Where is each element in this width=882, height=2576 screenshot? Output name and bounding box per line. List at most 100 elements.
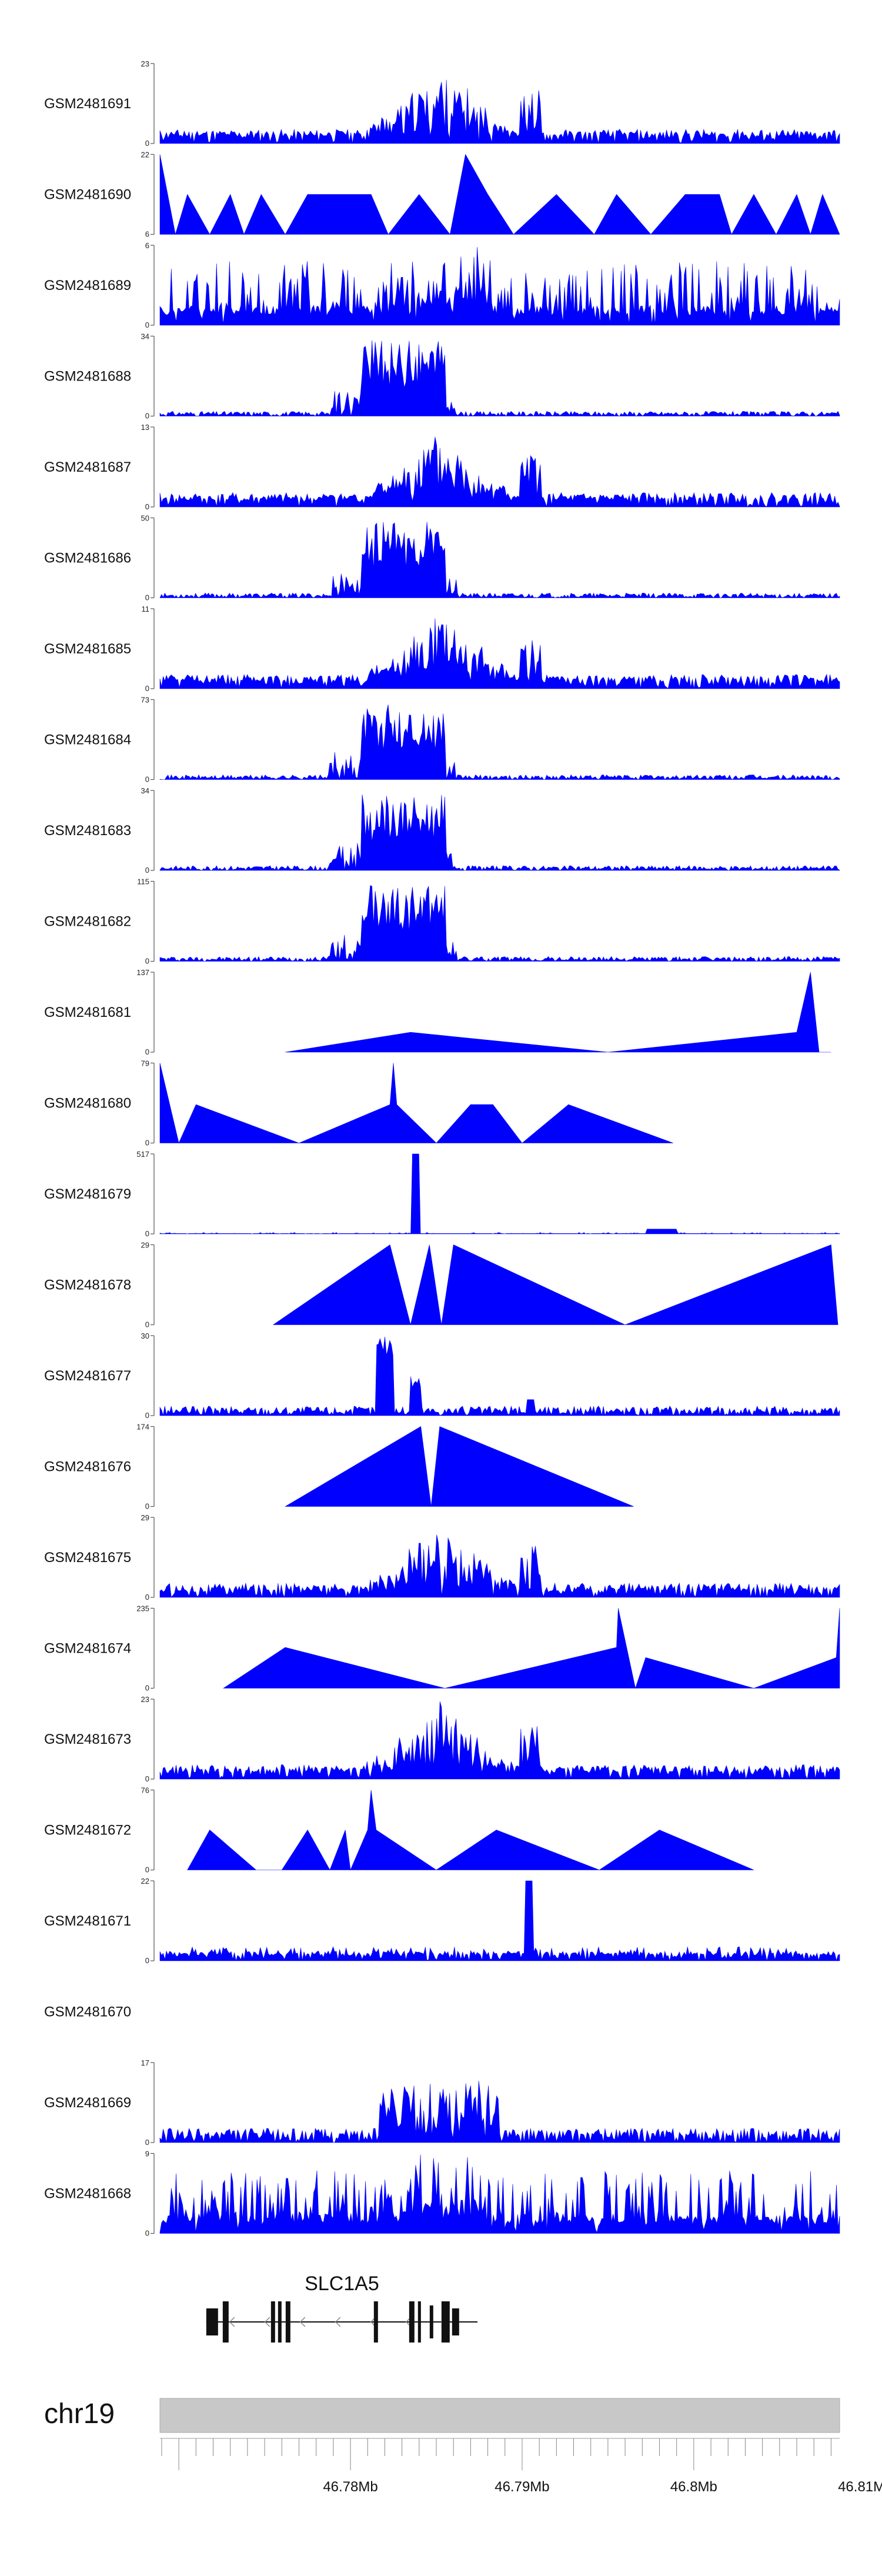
y-max-label: 174	[136, 1423, 149, 1432]
gene-exon	[270, 2301, 275, 2343]
y-min-label: 0	[145, 1684, 149, 1693]
track-GSM2481679: GSM2481679 517 0	[44, 1150, 840, 1238]
track-label: GSM2481671	[44, 1913, 131, 1929]
chromosome-label: chr19	[44, 2398, 115, 2430]
y-max-label: 30	[141, 1332, 149, 1340]
y-max-label: 50	[141, 514, 149, 523]
y-max-label: 235	[136, 1604, 149, 1613]
track-label: GSM2481686	[44, 550, 131, 566]
track-label: GSM2481677	[44, 1368, 131, 1384]
gene-model-track: SLC1A5	[206, 2273, 478, 2343]
track-label: GSM2481673	[44, 1731, 131, 1747]
signal-area	[159, 1701, 840, 1780]
y-min-label: 0	[145, 1411, 149, 1420]
y-min-label: 0	[145, 1047, 149, 1056]
track-GSM2481683: GSM2481683 34 0	[44, 786, 840, 875]
track-GSM2481677: GSM2481677 30 0	[44, 1332, 840, 1420]
gene-exon	[417, 2301, 421, 2343]
strand-arrow	[335, 2317, 341, 2327]
y-max-label: 9	[145, 2150, 149, 2158]
signal-area	[159, 247, 840, 326]
y-max-label: 17	[141, 2058, 149, 2067]
track-label: GSM2481691	[44, 96, 131, 112]
signal-area	[159, 705, 840, 780]
signal-area	[159, 1063, 673, 1144]
y-min-label: 0	[145, 1139, 149, 1147]
x-tick-label: 46.78Mb	[323, 2479, 377, 2495]
y-min-label: 0	[145, 684, 149, 693]
track-GSM2481684: GSM2481684 73 0	[44, 696, 840, 784]
signal-area	[159, 1534, 840, 1598]
track-GSM2481669: GSM2481669 17 0	[44, 2058, 840, 2147]
track-label: GSM2481676	[44, 1459, 131, 1475]
x-tick-label: 46.81Mb	[838, 2479, 882, 2495]
y-max-label: 79	[141, 1059, 149, 1068]
track-GSM2481676: GSM2481676 174 0	[44, 1423, 634, 1511]
strand-arrow	[229, 2317, 235, 2327]
y-min-label: 0	[145, 2229, 149, 2238]
track-GSM2481672: GSM2481672 76 0	[44, 1786, 754, 1874]
track-label: GSM2481678	[44, 1277, 131, 1293]
gene-exon	[452, 2308, 459, 2335]
gene-exon	[206, 2308, 218, 2335]
track-GSM2481691: GSM2481691 23 0	[44, 59, 840, 148]
signal-area	[187, 1790, 754, 1871]
y-max-label: 34	[141, 786, 149, 795]
y-min-label: 0	[145, 1502, 149, 1511]
y-min-label: 0	[145, 866, 149, 875]
track-label: GSM2481687	[44, 459, 131, 475]
y-min-label: 0	[145, 1774, 149, 1783]
y-max-label: 23	[141, 59, 149, 68]
track-label: GSM2481672	[44, 1823, 131, 1838]
signal-tracks: GSM2481691230GSM2481690226GSM248168960GS…	[44, 59, 840, 2238]
track-label: GSM2481670	[44, 2004, 131, 2020]
y-min-label: 0	[145, 321, 149, 329]
track-label: GSM2481685	[44, 641, 131, 657]
signal-area	[159, 794, 840, 871]
y-max-label: 34	[141, 332, 149, 341]
signal-area	[159, 885, 840, 962]
signal-area	[159, 436, 840, 508]
gene-exon	[429, 2305, 433, 2338]
y-min-label: 0	[145, 957, 149, 966]
y-max-label: 76	[141, 1786, 149, 1795]
signal-area	[272, 1244, 838, 1325]
y-max-label: 6	[145, 241, 149, 250]
signal-area	[159, 340, 840, 417]
y-max-label: 11	[142, 605, 150, 613]
signal-area	[159, 2081, 840, 2143]
track-label: GSM2481683	[44, 823, 131, 839]
signal-area	[159, 2154, 840, 2234]
y-min-label: 0	[145, 1956, 149, 1965]
signal-area	[285, 1426, 634, 1507]
signal-area	[159, 1153, 840, 1234]
track-label: GSM2481674	[44, 1641, 131, 1657]
y-min-label: 0	[145, 1593, 149, 1601]
y-min-label: 0	[145, 1320, 149, 1329]
gene-exon	[222, 2301, 229, 2343]
track-label: GSM2481690	[44, 187, 131, 203]
track-label: GSM2481679	[44, 1186, 131, 1202]
strand-arrow	[264, 2317, 270, 2327]
track-label: GSM2481688	[44, 369, 131, 385]
track-GSM2481686: GSM2481686 50 0	[44, 514, 840, 602]
track-label: GSM2481669	[44, 2095, 131, 2111]
x-tick-label: 46.79Mb	[495, 2479, 549, 2495]
track-label: GSM2481681	[44, 1005, 131, 1020]
track-GSM2481689: GSM2481689 6 0	[44, 241, 840, 329]
track-GSM2481678: GSM2481678 29 0	[44, 1241, 838, 1329]
track-GSM2481688: GSM2481688 34 0	[44, 332, 840, 421]
y-min-label: 0	[145, 502, 149, 511]
track-GSM2481687: GSM2481687 13 0	[44, 423, 840, 511]
y-min-label: 0	[145, 412, 149, 421]
track-GSM2481685: GSM2481685 11 0	[44, 605, 840, 693]
signal-area	[159, 522, 840, 599]
y-max-label: 115	[137, 877, 149, 886]
track-label: GSM2481668	[44, 2186, 131, 2202]
signal-area	[159, 79, 840, 144]
track-label: GSM2481684	[44, 732, 131, 748]
track-GSM2481673: GSM2481673 23 0	[44, 1695, 840, 1783]
signal-area	[223, 1608, 840, 1689]
track-label: GSM2481675	[44, 1550, 131, 1566]
